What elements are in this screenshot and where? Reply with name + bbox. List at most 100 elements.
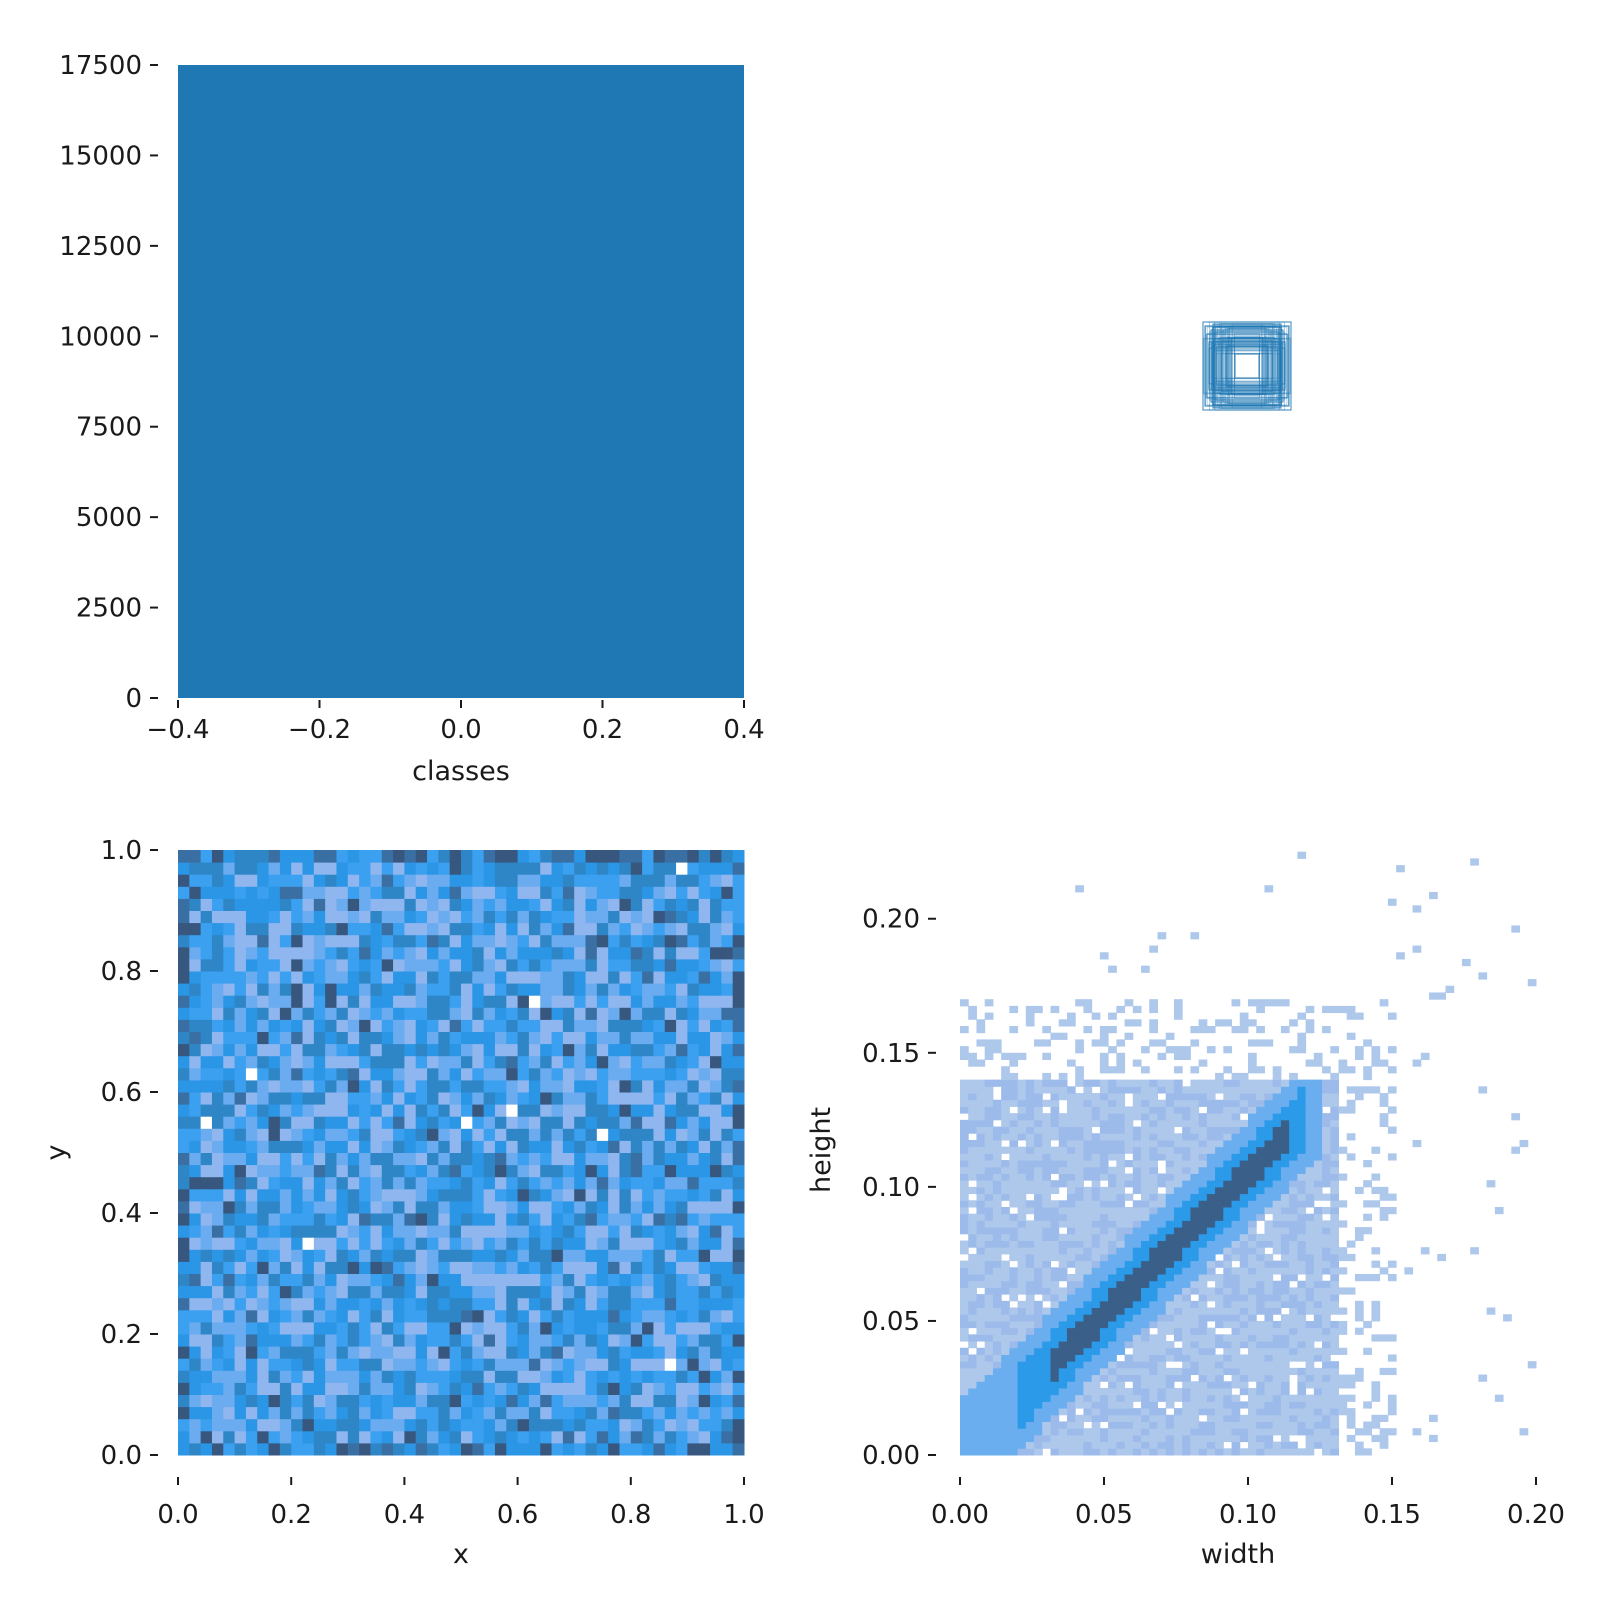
heatmap-cell xyxy=(472,1237,485,1250)
heatmap-cell xyxy=(234,1237,247,1250)
heatmap-cell xyxy=(211,1152,224,1166)
heatmap-cell xyxy=(1058,1072,1068,1081)
heatmap-cell xyxy=(630,995,643,1008)
heatmap-cell xyxy=(1248,1334,1257,1342)
heatmap-cell xyxy=(494,1225,507,1238)
heatmap-cell xyxy=(1198,1434,1208,1443)
heatmap-cell xyxy=(234,1055,247,1069)
heatmap-cell xyxy=(302,1152,315,1166)
heatmap-cell xyxy=(381,1225,394,1238)
heatmap-cell xyxy=(732,995,745,1008)
heatmap-cell xyxy=(1058,1347,1068,1355)
heatmap-cell xyxy=(1289,1367,1298,1376)
heatmap-cell xyxy=(1182,1294,1191,1302)
heatmap-cell xyxy=(608,1128,620,1141)
heatmap-cell xyxy=(687,1140,700,1153)
heatmap-cell xyxy=(1223,1180,1233,1188)
heatmap-cell xyxy=(664,1055,677,1069)
heatmap-cell xyxy=(1017,1113,1027,1121)
heatmap-cell xyxy=(732,1406,745,1420)
heatmap-cell xyxy=(359,1152,371,1166)
heatmap-cell xyxy=(291,1140,304,1153)
heatmap-cell xyxy=(1001,1260,1010,1268)
heatmap-cell xyxy=(687,1309,700,1323)
heatmap-cell xyxy=(585,1176,598,1190)
heatmap-cell xyxy=(540,1358,553,1371)
heatmap-cell xyxy=(1034,1367,1043,1376)
heatmap-cell xyxy=(968,1113,977,1121)
heatmap-cell xyxy=(1289,1294,1298,1302)
heatmap-cell xyxy=(585,1273,598,1287)
heatmap-cell xyxy=(619,886,632,899)
heatmap-cell xyxy=(336,1116,349,1129)
heatmap-cell xyxy=(211,1116,224,1129)
heatmap-cell xyxy=(1066,1260,1076,1268)
heatmap-cell xyxy=(619,850,632,863)
heatmap-cell xyxy=(1231,1307,1241,1315)
heatmap-cell xyxy=(698,874,711,887)
heatmap-cell xyxy=(302,898,315,911)
heatmap-cell xyxy=(347,1261,360,1274)
heatmap-cell xyxy=(1280,1408,1290,1416)
heatmap-cell xyxy=(427,1213,439,1226)
heatmap-cell xyxy=(968,1374,977,1382)
heatmap-cell xyxy=(517,922,530,936)
heatmap-cell xyxy=(200,1188,213,1202)
heatmap-cell xyxy=(1264,1233,1274,1241)
heatmap-cell xyxy=(1099,1133,1109,1141)
heatmap-cell xyxy=(178,1418,190,1432)
heatmap-cell xyxy=(630,958,643,972)
heatmap-cell xyxy=(528,1152,541,1166)
heatmap-cell xyxy=(1198,1200,1208,1208)
heatmap-cell xyxy=(347,1334,360,1347)
heatmap-cell xyxy=(1165,1126,1175,1134)
heatmap-cell xyxy=(178,1237,190,1250)
heatmap-cell xyxy=(1132,1200,1142,1208)
heatmap-cell xyxy=(574,862,587,875)
heatmap-cell xyxy=(1001,1287,1010,1295)
heatmap-cell xyxy=(551,1055,564,1069)
heatmap-cell xyxy=(449,1382,462,1395)
heatmap-cell xyxy=(630,1346,643,1359)
heatmap-cell xyxy=(1075,1133,1084,1141)
heatmap-cell xyxy=(984,1153,994,1161)
heatmap-cell xyxy=(461,1092,473,1105)
heatmap-cell xyxy=(1297,1428,1307,1436)
heatmap-cell xyxy=(1108,1119,1117,1128)
heatmap-cell xyxy=(1165,1394,1175,1402)
heatmap-cell xyxy=(528,1394,541,1408)
box-extra xyxy=(1224,326,1270,406)
heatmap-cell xyxy=(461,886,473,899)
heatmap-cell xyxy=(1264,1133,1274,1141)
heatmap-cell xyxy=(268,862,281,875)
heatmap-cell xyxy=(1025,1173,1035,1181)
heatmap-cell xyxy=(1149,999,1158,1007)
heatmap-cell xyxy=(279,1334,292,1347)
heatmap-cell xyxy=(1206,1126,1216,1134)
heatmap-cell xyxy=(200,1043,213,1057)
heatmap-cell xyxy=(381,995,394,1008)
heatmap-cell xyxy=(268,1200,281,1214)
heatmap-cell xyxy=(449,995,462,1008)
heatmap-cell xyxy=(1149,1139,1158,1148)
heatmap-cell xyxy=(234,1442,247,1456)
heatmap-cell xyxy=(1025,1294,1035,1302)
heatmap-cell xyxy=(245,1382,258,1395)
heatmap-cell xyxy=(1215,1280,1224,1288)
heatmap-cell xyxy=(427,1067,439,1081)
heatmap-cell xyxy=(438,1092,451,1105)
box-extra xyxy=(1225,328,1269,404)
heatmap-cell xyxy=(1116,1307,1126,1315)
heatmap-cell xyxy=(494,1358,507,1371)
heatmap-cell xyxy=(1124,1247,1134,1255)
heatmap-cell xyxy=(664,1285,677,1299)
heatmap-cell xyxy=(642,1200,654,1214)
heatmap-cell xyxy=(1009,1005,1019,1014)
heatmap-cell xyxy=(245,1188,258,1202)
heatmap-cell xyxy=(1009,1354,1019,1362)
heatmap-cell xyxy=(1083,1253,1093,1262)
heatmap-cell xyxy=(1157,1126,1167,1134)
heatmap-cell xyxy=(976,1133,986,1141)
heatmap-cell xyxy=(449,958,462,972)
heatmap-cell xyxy=(1132,1180,1142,1188)
